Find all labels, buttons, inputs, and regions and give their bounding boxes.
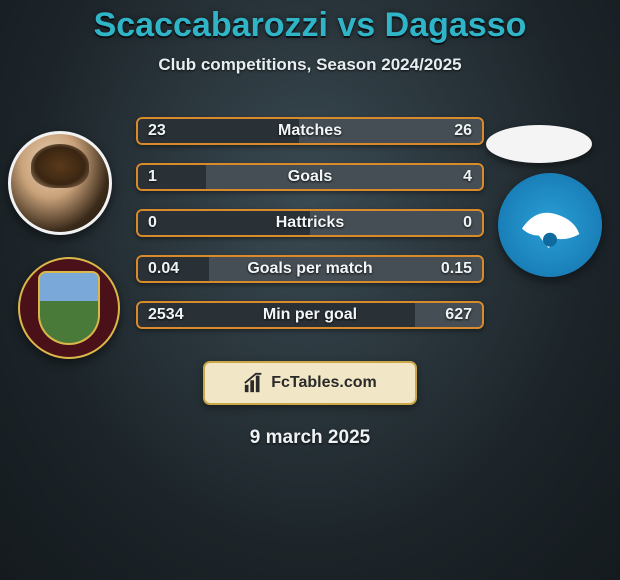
comparison-card: Scaccabarozzi vs Dagasso Club competitio… xyxy=(0,0,620,449)
stat-row: 0.040.15Goals per match xyxy=(136,255,484,283)
player-right-flag xyxy=(486,125,592,163)
fctables-badge[interactable]: FcTables.com xyxy=(203,361,417,405)
stat-bars: 2326Matches14Goals00Hattricks0.040.15Goa… xyxy=(136,117,484,329)
stat-right-value: 627 xyxy=(433,301,484,329)
dolphin-icon xyxy=(515,200,585,250)
stat-row: 00Hattricks xyxy=(136,209,484,237)
stats-area: 2326Matches14Goals00Hattricks0.040.15Goa… xyxy=(0,103,620,343)
stat-left-value: 23 xyxy=(136,117,178,145)
stat-row: 14Goals xyxy=(136,163,484,191)
stat-left-value: 2534 xyxy=(136,301,196,329)
stat-right-value: 4 xyxy=(451,163,484,191)
stat-row: 2326Matches xyxy=(136,117,484,145)
page-title: Scaccabarozzi vs Dagasso xyxy=(0,0,620,45)
stat-right-value: 0.15 xyxy=(429,255,484,283)
club-right-badge xyxy=(498,173,602,277)
stat-row: 2534627Min per goal xyxy=(136,301,484,329)
chart-icon xyxy=(243,372,265,394)
stat-right-value: 0 xyxy=(451,209,484,237)
club-left-badge xyxy=(18,257,120,359)
stat-right-value: 26 xyxy=(442,117,484,145)
stat-left-value: 0.04 xyxy=(136,255,191,283)
fctables-label: FcTables.com xyxy=(271,374,377,392)
match-date: 9 march 2025 xyxy=(0,427,620,449)
player-left-avatar xyxy=(8,131,112,235)
subtitle: Club competitions, Season 2024/2025 xyxy=(0,55,620,75)
club-left-shield-icon xyxy=(38,271,100,345)
stat-left-value: 1 xyxy=(136,163,169,191)
stat-left-value: 0 xyxy=(136,209,169,237)
